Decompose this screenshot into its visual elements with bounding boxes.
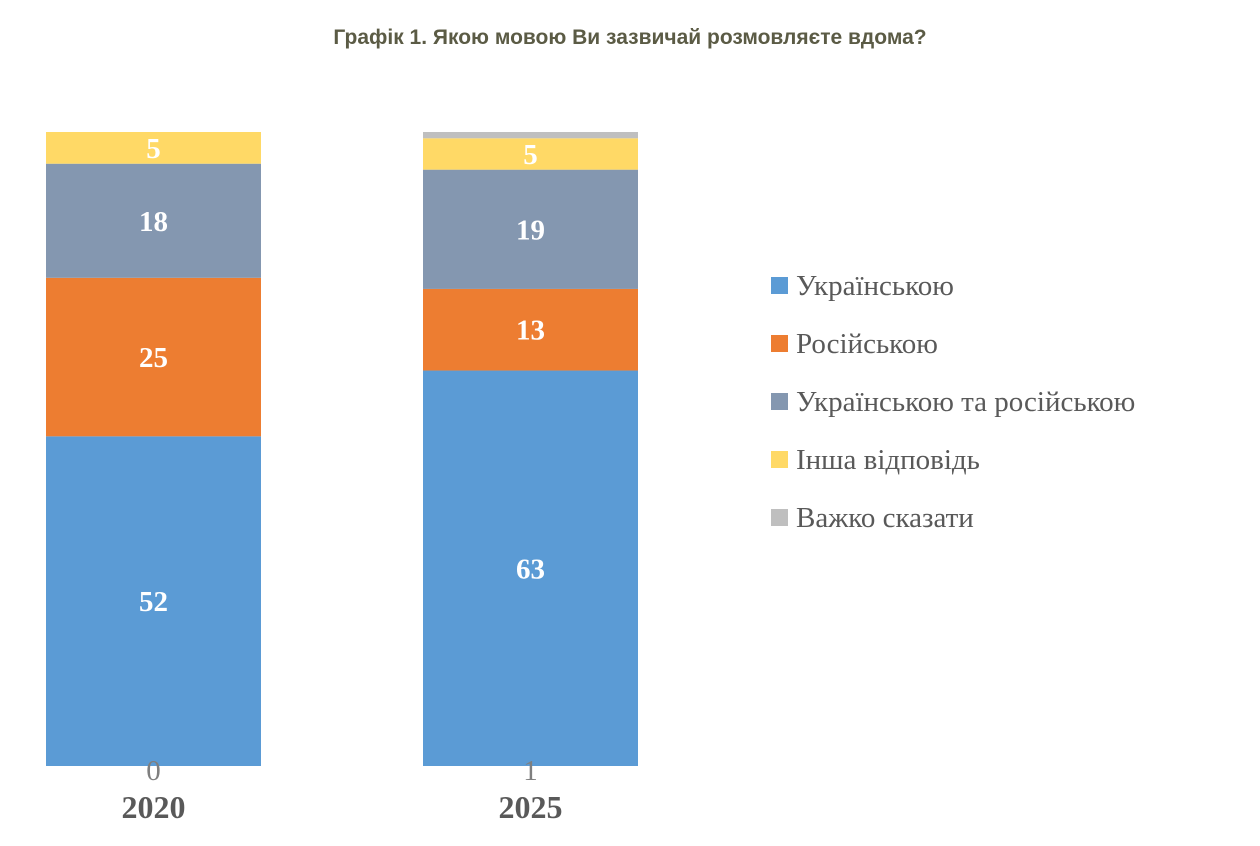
bar-segment-2025-0: [423, 370, 638, 766]
data-label-2025-1: 13: [516, 315, 545, 347]
x-tick-label-2020: 2020: [122, 789, 186, 825]
bar-segment-2020-2: [46, 163, 261, 278]
legend-swatch-3: [771, 451, 788, 468]
legend-swatch-2: [771, 393, 788, 410]
data-label-2025-4: 1: [523, 755, 538, 787]
data-label-2025-2: 19: [516, 214, 545, 246]
bar-segment-2025-1: [423, 288, 638, 371]
bar-segment-2025-4: [423, 132, 638, 139]
legend-swatch-4: [771, 509, 788, 526]
chart-title: Графік 1. Якою мовою Ви зазвичай розмовл…: [333, 26, 927, 49]
legend-swatch-1: [771, 335, 788, 352]
bar-segment-2020-0: [46, 436, 261, 766]
bar-segment-2020-3: [46, 132, 261, 164]
data-label-2025-3: 5: [523, 139, 538, 171]
data-label-2020-1: 25: [139, 342, 168, 374]
bar-segment-2020-1: [46, 277, 261, 437]
legend-label-1: Російською: [796, 328, 938, 360]
legend-label-4: Важко сказати: [796, 502, 974, 534]
x-tick-label-2025: 2025: [499, 789, 563, 825]
data-label-2020-0: 52: [139, 586, 168, 618]
legend-label-2: Українською та російською: [796, 386, 1135, 418]
legend-label-0: Українською: [796, 270, 954, 302]
data-label-2020-2: 18: [139, 206, 168, 238]
data-label-2020-3: 5: [146, 133, 161, 165]
bar-segment-2025-2: [423, 169, 638, 289]
data-label-2020-4: 0: [146, 755, 161, 787]
data-label-2025-0: 63: [516, 553, 545, 585]
bar-segment-2025-3: [423, 138, 638, 170]
legend-swatch-0: [771, 277, 788, 294]
legend-label-3: Інша відповідь: [796, 444, 980, 476]
